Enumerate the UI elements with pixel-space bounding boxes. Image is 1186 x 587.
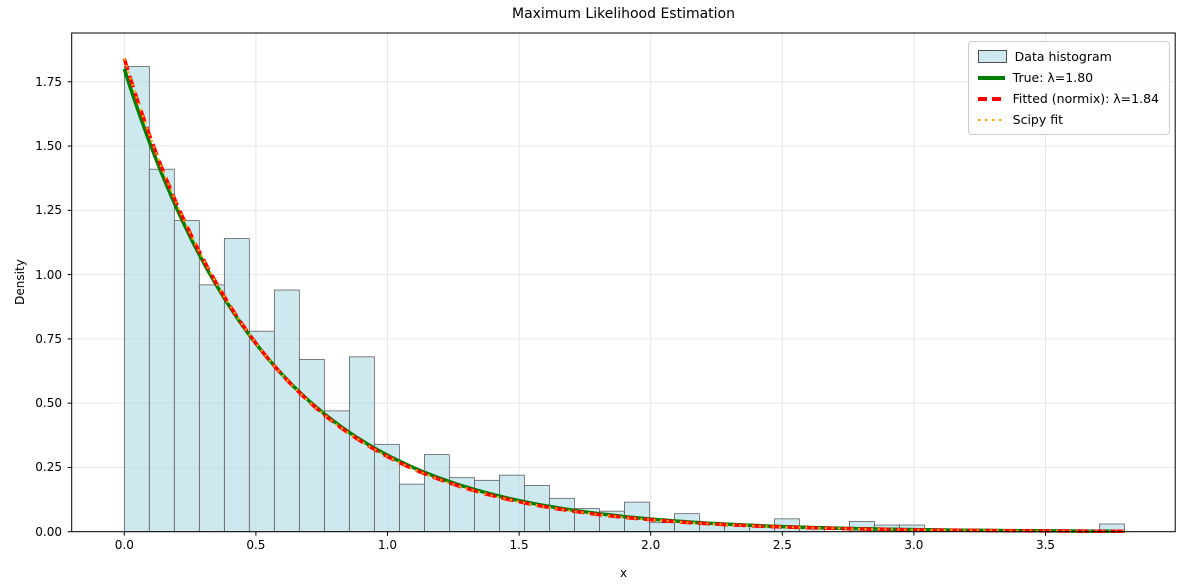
legend-label: Data histogram xyxy=(1014,49,1112,64)
legend-entry: True: λ=1.80 xyxy=(977,70,1159,85)
histogram-bar xyxy=(398,483,425,533)
y-axis-label: Density xyxy=(13,259,27,305)
legend: Data histogram True: λ=1.80 Fitted (normix… xyxy=(967,41,1170,135)
x-tick-label: 0.5 xyxy=(246,538,266,552)
histogram-bar xyxy=(148,168,175,533)
y-tick-label: 0.75 xyxy=(35,331,62,346)
axes-spines xyxy=(71,32,1176,533)
x-tick-label: 1.0 xyxy=(377,538,398,552)
legend-label: Fitted (normix): λ=1.84 xyxy=(1012,91,1159,106)
x-tick-label: 3.5 xyxy=(1035,538,1056,552)
x-tick-label: 3.0 xyxy=(904,538,924,552)
y-tick-label: 0.50 xyxy=(35,396,62,411)
y-tick-label: 1.00 xyxy=(35,267,62,282)
histogram-bar xyxy=(524,485,550,533)
histogram-bar xyxy=(549,497,575,533)
y-tick-label: 1.50 xyxy=(35,139,62,154)
legend-swatch-dashed-line xyxy=(977,96,1005,101)
histogram-bar xyxy=(223,238,250,533)
y-tick-label: 1.25 xyxy=(35,203,62,218)
legend-swatch-solid-line xyxy=(977,75,1005,80)
y-tick-label: 1.75 xyxy=(35,74,62,89)
legend-entry: Scipy fit xyxy=(977,112,1159,127)
legend-swatch-histogram xyxy=(977,50,1007,63)
x-axis-label: x xyxy=(619,566,628,580)
histogram-bar xyxy=(273,289,300,533)
legend-label: Scipy fit xyxy=(1012,112,1064,127)
legend-swatch-dotted-line xyxy=(977,118,1005,121)
histogram-bar xyxy=(248,330,275,533)
y-tick-label: 0.25 xyxy=(35,460,62,475)
histogram-bar xyxy=(173,220,200,533)
x-tick-label: 2.5 xyxy=(772,538,792,552)
legend-entry: Data histogram xyxy=(977,49,1159,64)
x-tick-label: 0.0 xyxy=(114,538,134,552)
x-tick-label: 2.0 xyxy=(641,538,661,552)
histogram-bar xyxy=(298,359,325,533)
histogram-bar xyxy=(474,479,500,533)
legend-entry: Fitted (normix): λ=1.84 xyxy=(977,91,1159,106)
histogram-bar xyxy=(198,284,225,533)
histogram-bar xyxy=(423,454,450,533)
fit-curve-dotted xyxy=(123,58,1125,533)
x-tick-label: 1.5 xyxy=(509,538,529,552)
y-tick-label: 0.00 xyxy=(35,524,62,539)
histogram-bar xyxy=(649,522,675,533)
chart-title: Maximum Likelihood Estimation xyxy=(511,6,735,22)
legend-label: True: λ=1.80 xyxy=(1012,70,1094,85)
